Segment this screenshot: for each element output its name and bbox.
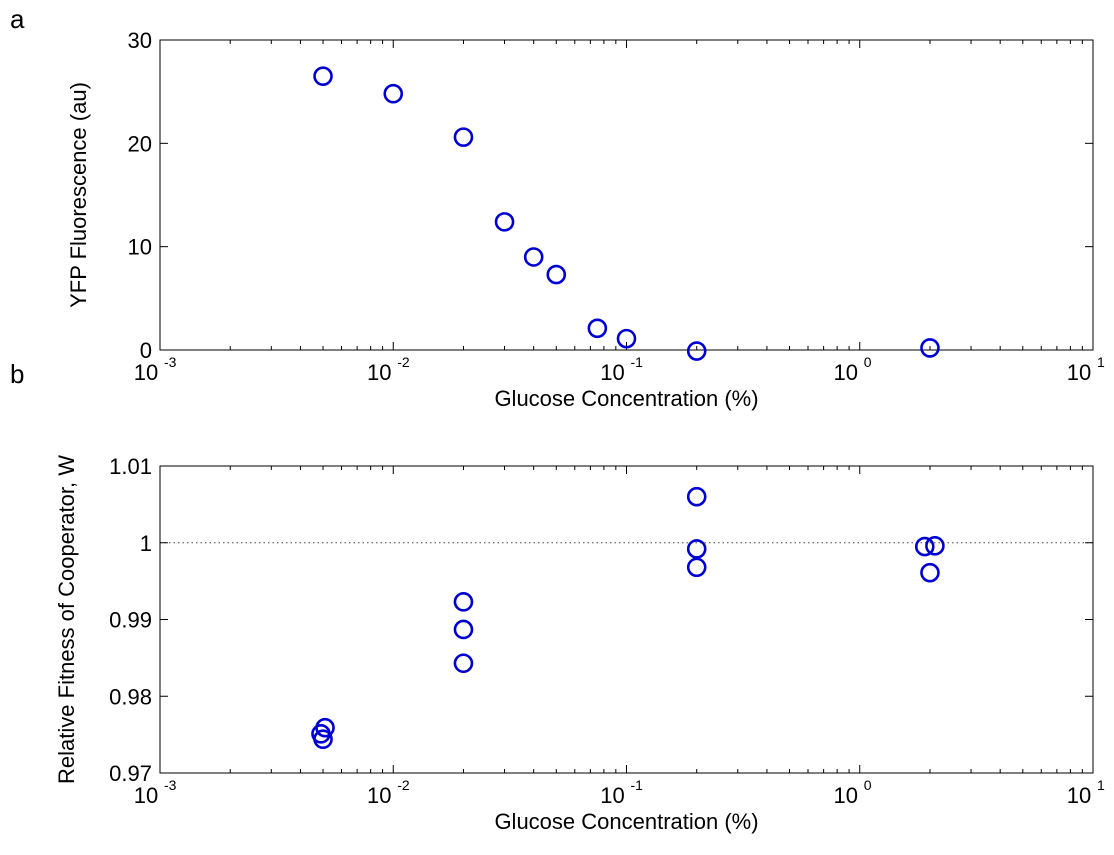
panel-a-x-tick-exponent: 0	[864, 354, 872, 370]
panel-b-axes-frame	[159, 465, 1094, 774]
panel-a-data-point	[453, 127, 474, 147]
panel-b-data-point	[453, 619, 474, 640]
panel-b-y-tick-label: 0.97	[109, 761, 152, 786]
panel-b-data-point	[686, 557, 707, 578]
panel-b-data-point	[914, 536, 935, 557]
panel-a-y-tick-label: 30	[128, 28, 152, 53]
panel-a-data-point	[616, 328, 637, 349]
panel-a-data-point	[383, 83, 404, 104]
panel-b-y-tick-label: 1.01	[109, 454, 152, 479]
panel-b-data-point	[686, 539, 707, 559]
panel-a-x-tick-exponent: -1	[631, 354, 644, 370]
panel-b-data-point	[920, 562, 940, 583]
panel-a-y-axis-label: YFP Fluorescence (au)	[66, 82, 91, 308]
panel-a-data-point	[494, 212, 515, 232]
panel-b-y-tick-label: 0.99	[109, 608, 152, 633]
panel-a-y-tick-label: 0	[140, 338, 152, 363]
panel-a-data-point	[523, 247, 544, 267]
panel-b-x-tick-exponent: -1	[631, 777, 644, 793]
panel-a-x-tick-exponent: -3	[164, 354, 177, 370]
panel-a-y-tick-label: 10	[128, 235, 152, 260]
panel-b-x-tick-label: 10	[600, 783, 624, 808]
panel-a-x-tick-label: 10	[134, 360, 158, 385]
panel-b-data-point	[453, 592, 474, 612]
panel-a-panel-label: a	[10, 4, 25, 34]
panel-a-data-point	[587, 318, 608, 339]
panel-b-x-tick-exponent: -2	[397, 777, 410, 793]
panel-b-y-tick-label: 1	[140, 531, 152, 556]
panel-b-y-tick-label: 0.98	[109, 684, 152, 709]
panel-a-y-tick-label: 20	[128, 131, 152, 156]
panel-b-x-tick-exponent: -3	[164, 777, 177, 793]
panel-b-data-point	[686, 486, 707, 507]
panel-b: b 10 -3 10 -2 10 -1 10 0 10 1 0.97 0.98 0.99 1 1.01 Gluc…	[10, 359, 1105, 834]
panel-a-x-axis-label: Glucose Concentration (%)	[494, 386, 758, 411]
panel-b-data-point	[925, 536, 945, 556]
panel-a-x-tick-exponent: 1	[1097, 354, 1105, 370]
panel-b-data-point	[453, 653, 474, 674]
panel-b-x-tick-exponent: 1	[1097, 777, 1105, 793]
panel-b-x-tick-label: 10	[1067, 783, 1091, 808]
panel-b-x-tick-label: 10	[134, 783, 158, 808]
panel-b-x-tick-exponent: 0	[864, 777, 872, 793]
panel-a-data-point	[686, 341, 707, 361]
panel-a-x-tick-label: 10	[1067, 360, 1091, 385]
panel-b-panel-label: b	[10, 359, 24, 389]
panel-a-x-tick-label: 10	[367, 360, 391, 385]
panel-a-x-tick-label: 10	[600, 360, 624, 385]
panel-b-data-point	[313, 729, 333, 750]
panel-a-x-tick-label: 10	[834, 360, 858, 385]
panel-a-data-point	[546, 264, 567, 285]
panel-a-axes-frame	[159, 39, 1094, 351]
panel-b-x-axis-label: Glucose Concentration (%)	[494, 809, 758, 834]
panel-a-data-point	[313, 66, 333, 86]
panel-b-y-axis-label: Relative Fitness of Cooperator, W	[54, 455, 79, 784]
panel-b-x-tick-label: 10	[834, 783, 858, 808]
panel-b-x-tick-label: 10	[367, 783, 391, 808]
panel-a-x-tick-exponent: -2	[397, 354, 410, 370]
panel-a-data-point	[920, 338, 940, 358]
panel-b-data-point	[315, 717, 335, 738]
